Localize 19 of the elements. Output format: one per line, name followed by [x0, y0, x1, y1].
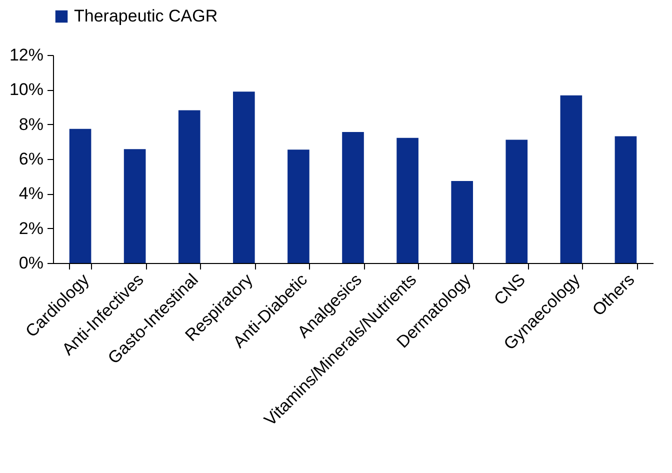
- y-tick-label: 4%: [18, 184, 44, 204]
- legend-label: Therapeutic CAGR: [74, 6, 218, 26]
- bar: [342, 132, 364, 263]
- bar: [69, 128, 92, 263]
- y-tick-label: 8%: [18, 114, 44, 134]
- y-tick-label: 6%: [18, 150, 44, 168]
- bar: [560, 95, 582, 263]
- bar: [506, 140, 528, 263]
- bar: [178, 110, 200, 263]
- bar: [233, 92, 255, 263]
- bar: [396, 138, 418, 263]
- y-tick-label: 12%: [9, 46, 44, 64]
- y-tick-label: 10%: [9, 80, 44, 100]
- bar: [451, 181, 473, 263]
- bar: [288, 150, 310, 263]
- bar: [124, 149, 146, 263]
- y-tick-label: 0%: [18, 254, 44, 272]
- bar: [614, 136, 637, 263]
- y-tick-label: 2%: [18, 218, 44, 238]
